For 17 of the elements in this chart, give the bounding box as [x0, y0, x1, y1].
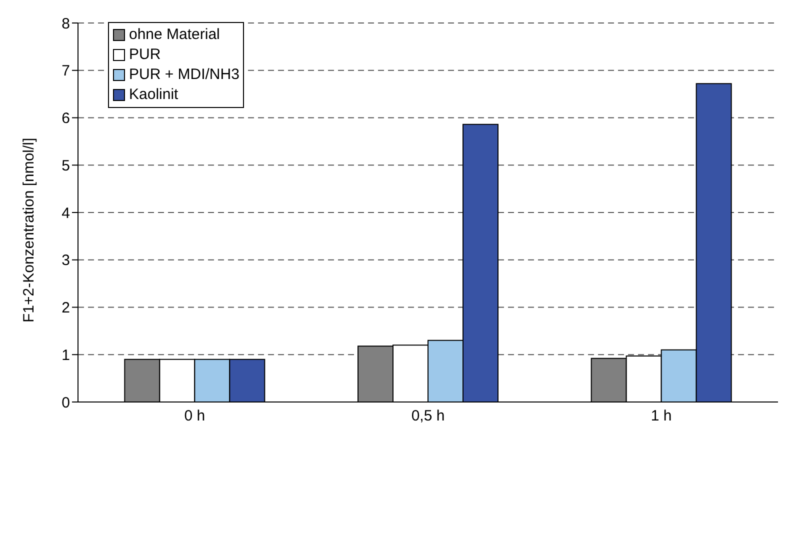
- y-tick-label: 0: [62, 394, 70, 412]
- y-tick-label: 2: [62, 300, 70, 317]
- y-tick-label: 5: [62, 157, 70, 174]
- y-tick-label: 7: [62, 62, 70, 80]
- y-tick-label: 8: [62, 15, 70, 32]
- y-tick-label: 6: [62, 110, 70, 128]
- y-tick-label: 1: [62, 346, 70, 364]
- legend-label: PUR + MDI/NH3: [129, 65, 240, 85]
- legend-label: Kaolinit: [129, 85, 178, 105]
- x-tick-label: 1 h: [650, 408, 672, 425]
- legend-label: PUR: [129, 45, 161, 65]
- y-tick-label: 4: [62, 204, 70, 222]
- x-tick-label: 0 h: [184, 408, 206, 425]
- y-tick-label: 3: [62, 252, 70, 270]
- legend-label: ohne Material: [129, 25, 220, 45]
- x-tick-label: 0,5 h: [411, 408, 445, 425]
- y-axis-title: F1+2-Konzentration [nmol/l]: [20, 138, 38, 322]
